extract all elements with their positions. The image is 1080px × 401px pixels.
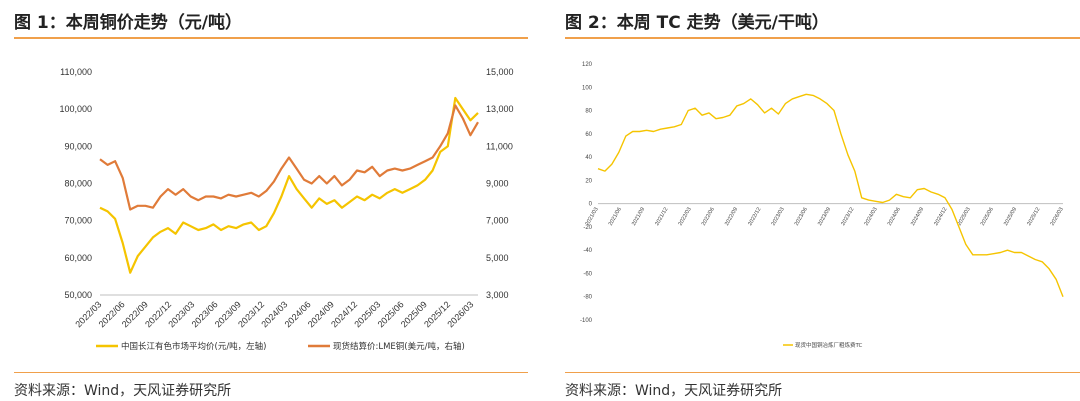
y-left-tick-label: 50,000 xyxy=(64,290,92,300)
y-right-tick-label: 3,000 xyxy=(486,290,509,300)
x-tick-label: 2023/03 xyxy=(771,207,786,227)
y-left-tick-label: 70,000 xyxy=(64,216,92,226)
y-right-tick-label: 13,000 xyxy=(486,104,514,114)
x-tick-label: 2024/06 xyxy=(887,207,902,227)
source-divider xyxy=(565,372,1080,373)
x-tick-label: 2021/03 xyxy=(585,207,600,227)
x-tick-label: 2021/06 xyxy=(608,207,623,227)
y-right-tick-label: 5,000 xyxy=(486,253,509,263)
series-line-lme xyxy=(99,104,479,211)
y-tick-label: 60 xyxy=(585,132,592,138)
x-tick-label: 2025/03 xyxy=(957,207,972,227)
chart-title: 图 2：本周 TC 走势（美元/干吨） xyxy=(565,13,829,33)
series-line-tc xyxy=(597,93,1064,297)
x-tick-label: 2024/12 xyxy=(933,207,948,227)
y-left-tick-label: 100,000 xyxy=(59,104,92,114)
y-right-tick-label: 15,000 xyxy=(486,67,514,77)
y-left-tick-label: 60,000 xyxy=(64,253,92,263)
x-tick-label: 2023/09 xyxy=(817,207,832,227)
x-tick-label: 2026/03 xyxy=(445,299,475,329)
y-tick-label: 0 xyxy=(589,202,593,208)
source-divider xyxy=(14,372,528,373)
x-tick-label: 2021/09 xyxy=(631,207,646,227)
title-divider xyxy=(14,37,528,39)
copy-price-chart: 50,000 60,000 70,000 80,000 90,000 100,000 110… xyxy=(59,67,514,352)
y-tick-label: -40 xyxy=(583,248,592,254)
right-panel: 图 2：本周 TC 走势（美元/干吨） -100 -80 -60 -40 -20 0 20 4… xyxy=(551,0,1080,401)
y-tick-label: -80 xyxy=(583,295,592,301)
y-tick-label: 120 xyxy=(582,62,593,68)
y-left-tick-label: 110,000 xyxy=(60,67,92,77)
chart-title: 图 1：本周铜价走势（元/吨） xyxy=(14,13,242,33)
legend-label-changjiang: 中国长江有色市场平均价(元/吨，左轴) xyxy=(121,341,267,352)
y-left-tick-label: 90,000 xyxy=(64,141,92,151)
tc-chart: -100 -80 -60 -40 -20 0 20 40 60 80 100 120 2021/03 20… xyxy=(580,62,1065,349)
x-tick-label: 2022/09 xyxy=(724,207,739,227)
y-tick-label: 40 xyxy=(585,155,592,161)
x-tick-label: 2023/06 xyxy=(794,207,809,227)
y-tick-label: 20 xyxy=(585,178,592,184)
x-tick-label: 2021/12 xyxy=(654,207,669,227)
y-right-tick-label: 9,000 xyxy=(486,179,509,189)
x-tick-label: 2025/12 xyxy=(1026,207,1041,227)
x-tick-label: 2024/09 xyxy=(910,207,925,227)
source-note: 资料来源：Wind，天风证券研究所 xyxy=(565,383,783,399)
y-right-tick-label: 7,000 xyxy=(486,216,509,226)
x-tick-label: 2023/12 xyxy=(840,207,855,227)
legend-label-lme: 现货结算价:LME铜(美元/吨，右轴) xyxy=(333,341,465,352)
x-tick-label: 2022/12 xyxy=(747,207,762,227)
y-tick-label: 100 xyxy=(582,85,593,91)
x-tick-label: 2022/03 xyxy=(678,207,693,227)
y-left-tick-label: 80,000 xyxy=(64,179,92,189)
y-tick-label: -20 xyxy=(583,225,592,231)
x-tick-label: 2025/06 xyxy=(980,207,995,227)
title-divider xyxy=(565,37,1080,39)
x-tick-label: 2025/09 xyxy=(1003,207,1018,227)
x-tick-label: 2026/03 xyxy=(1050,207,1065,227)
y-tick-label: 80 xyxy=(585,109,592,115)
source-note: 资料来源：Wind，天风证券研究所 xyxy=(14,383,232,399)
left-panel: 图 1：本周铜价走势（元/吨） 50,000 60,000 70,000 80,000… xyxy=(0,0,528,401)
legend-label-tc: 现货中国铜冶炼厂粗炼费TC xyxy=(795,341,863,349)
x-tick-label: 2022/06 xyxy=(701,207,716,227)
y-right-tick-label: 11,000 xyxy=(486,141,513,151)
x-tick-label: 2024/03 xyxy=(864,207,879,227)
y-tick-label: -60 xyxy=(583,271,592,277)
series-line-changjiang xyxy=(99,96,479,274)
y-tick-label: -100 xyxy=(580,318,593,324)
